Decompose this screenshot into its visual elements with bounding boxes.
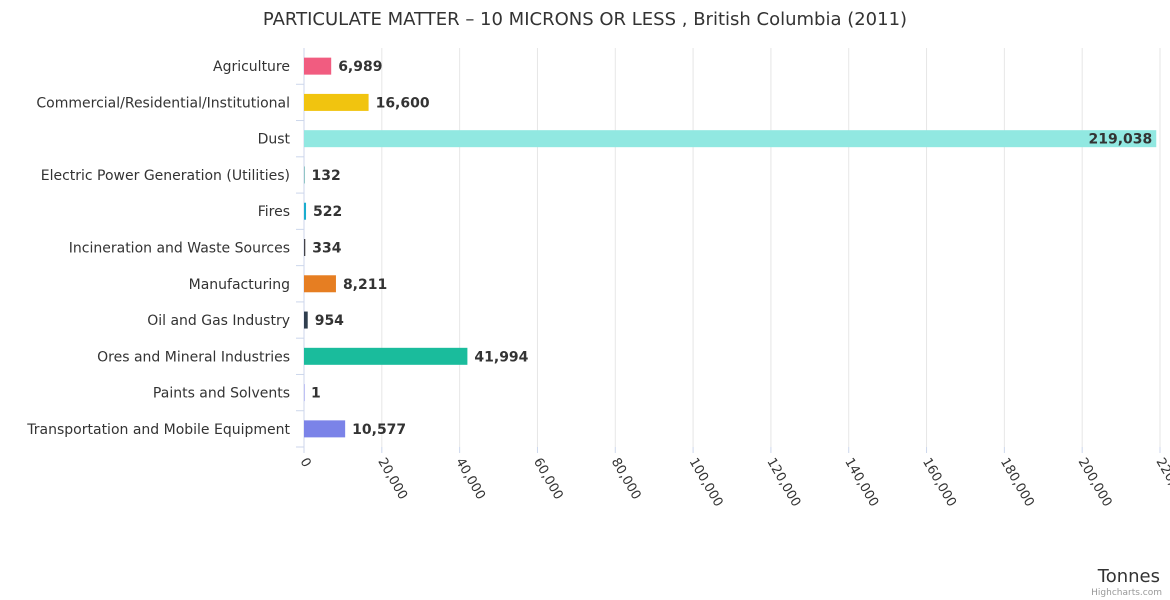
bar[interactable] (304, 202, 307, 220)
bar[interactable] (304, 93, 369, 111)
x-tick-label: 80,000 (608, 456, 644, 503)
x-tick-label: 100,000 (686, 456, 726, 510)
data-label: 132 (312, 168, 341, 184)
category-label: Oil and Gas Industry (147, 313, 290, 329)
category-label: Electric Power Generation (Utilities) (41, 168, 290, 184)
data-label: 522 (313, 204, 342, 220)
credits-link[interactable]: Highcharts.com (1091, 588, 1162, 598)
data-label: 8,211 (343, 277, 387, 293)
data-label: 16,600 (376, 95, 430, 111)
category-label: Dust (258, 132, 291, 148)
x-tick-label: 120,000 (763, 456, 803, 510)
grid-lines (296, 48, 1161, 448)
category-label: Ores and Mineral Industries (97, 349, 290, 365)
x-tick-label: 60,000 (530, 456, 566, 503)
data-label: 10,577 (352, 422, 406, 438)
bar[interactable] (304, 311, 308, 329)
x-tick-label: 140,000 (841, 456, 881, 510)
bars (304, 57, 1157, 438)
category-label: Transportation and Mobile Equipment (26, 422, 290, 438)
data-labels: 6,989 16,600 219,038 132 522 334 8,211 954 41,99… (311, 59, 1152, 438)
x-tick-label: 220,000 (1153, 456, 1170, 510)
data-label: 954 (315, 313, 344, 329)
chart-title: PARTICULATE MATTER – 10 MICRONS OR LESS … (263, 9, 907, 30)
data-label: 334 (312, 241, 341, 257)
data-label: 41,994 (474, 349, 528, 365)
category-labels: Agriculture Commercial/Residential/Instit… (26, 59, 290, 438)
category-label: Manufacturing (189, 277, 290, 293)
bar[interactable] (304, 166, 305, 184)
bar[interactable] (304, 275, 336, 293)
category-label: Paints and Solvents (153, 386, 290, 402)
bar[interactable] (304, 130, 1157, 148)
data-label: 1 (311, 386, 321, 402)
category-label: Agriculture (213, 59, 290, 75)
x-tick-label: 20,000 (374, 456, 410, 503)
data-label: 219,038 (1088, 132, 1152, 148)
category-label: Commercial/Residential/Institutional (36, 95, 290, 111)
bar[interactable] (304, 347, 468, 365)
x-tick-label: 180,000 (997, 456, 1037, 510)
x-tick-label: 0 (297, 456, 314, 471)
bar[interactable] (304, 57, 332, 75)
x-tick-label: 160,000 (919, 456, 959, 510)
category-label: Fires (258, 204, 290, 220)
bar[interactable] (304, 420, 346, 438)
bar[interactable] (304, 384, 305, 402)
x-tick-label: 200,000 (1075, 456, 1115, 510)
category-label: Incineration and Waste Sources (69, 241, 290, 257)
bar[interactable] (304, 239, 306, 256)
x-axis-ticks: 0 20,000 40,000 60,000 80,000 100,000 120,000 1… (297, 447, 1170, 510)
x-axis-title: Tonnes (1097, 566, 1160, 587)
x-tick-label: 40,000 (452, 456, 488, 503)
data-label: 6,989 (338, 59, 382, 75)
